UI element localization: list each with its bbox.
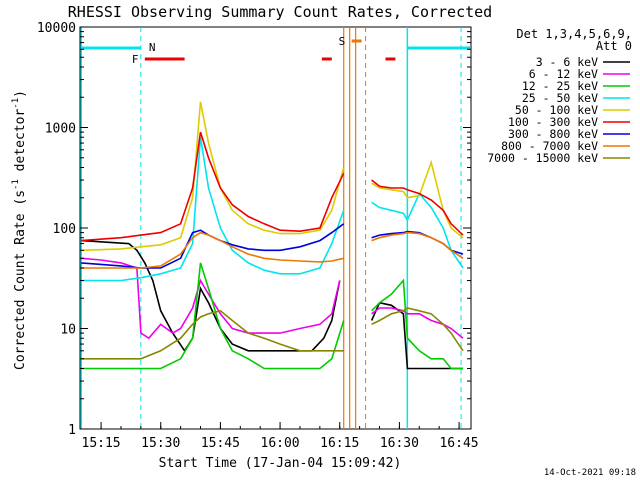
- legend-label: 100 - 300 keV: [508, 115, 598, 129]
- series-line: [81, 257, 341, 340]
- x-axis: 15:15 15:30 15:45 16:00 16:15 16:30 16:45: [82, 422, 479, 451]
- legend-label: 7000 - 15000 keV: [487, 151, 598, 165]
- legend-label: 3 - 6 keV: [536, 55, 598, 69]
- flag-layer: NF S: [80, 27, 470, 429]
- series-layer: [81, 101, 464, 370]
- series-line-after-gap: [371, 278, 463, 370]
- series-line: [81, 309, 344, 360]
- x-tick-label: 16:00: [261, 436, 300, 451]
- series-line-after-gap: [371, 179, 464, 236]
- series-line: [81, 262, 345, 370]
- legend-header-2: Att 0: [596, 39, 632, 53]
- chart-title: RHESSI Observing Summary Count Rates, Co…: [68, 3, 492, 21]
- x-tick-label: 15:45: [201, 436, 240, 451]
- y-axis-label: Corrected Count Rate (s-1 detector-1): [11, 90, 28, 370]
- legend-header-1: Det 1,3,4,5,6,9,: [516, 27, 632, 41]
- saa-flag-label: S: [339, 35, 346, 48]
- legend-label: 800 - 7000 keV: [501, 139, 598, 153]
- y-tick-label: 1: [68, 423, 76, 438]
- series-line: [81, 137, 345, 282]
- y-axis-label-end: ): [13, 90, 28, 98]
- series-line-after-gap: [371, 307, 464, 339]
- series-line: [81, 101, 345, 252]
- y-axis: 1 10 100 1000 10000: [37, 21, 471, 438]
- series-line-after-gap: [371, 307, 464, 352]
- y-axis-label-mid: detector: [13, 109, 28, 180]
- y-axis-label-sup1: -1: [11, 179, 21, 190]
- y-axis-label-main: Corrected Count Rate (s: [13, 190, 28, 370]
- series-line-after-gap: [371, 192, 464, 269]
- legend-label: 300 - 800 keV: [508, 127, 598, 141]
- legend-label: 50 - 100 keV: [515, 103, 598, 117]
- series-line: [81, 231, 344, 269]
- y-tick-label: 10: [60, 323, 76, 338]
- x-tick-label: 16:30: [380, 436, 419, 451]
- night-flag-label: N: [149, 41, 156, 54]
- y-axis-label-sup2: -1: [11, 98, 21, 109]
- y-tick-label: 1000: [45, 122, 76, 137]
- x-tick-label: 16:15: [320, 436, 359, 451]
- series-line-after-gap: [371, 159, 464, 239]
- y-tick-label: 10000: [37, 21, 76, 36]
- legend-label: 25 - 50 keV: [522, 91, 598, 105]
- x-tick-label: 15:15: [82, 436, 121, 451]
- series-line-after-gap: [371, 231, 464, 259]
- flare-flag-label: F: [132, 53, 139, 66]
- x-tick-label: 16:45: [439, 436, 478, 451]
- legend-label: 6 - 12 keV: [529, 67, 598, 81]
- y-tick-label: 100: [53, 222, 76, 237]
- timestamp: 14-Oct-2021 09:18: [544, 468, 636, 478]
- series-line: [81, 131, 345, 242]
- x-axis-label: Start Time (17-Jan-04 15:09:42): [159, 456, 402, 471]
- x-tick-label: 15:30: [141, 436, 180, 451]
- legend-label: 12 - 25 keV: [522, 79, 598, 93]
- series-line-after-gap: [370, 301, 463, 370]
